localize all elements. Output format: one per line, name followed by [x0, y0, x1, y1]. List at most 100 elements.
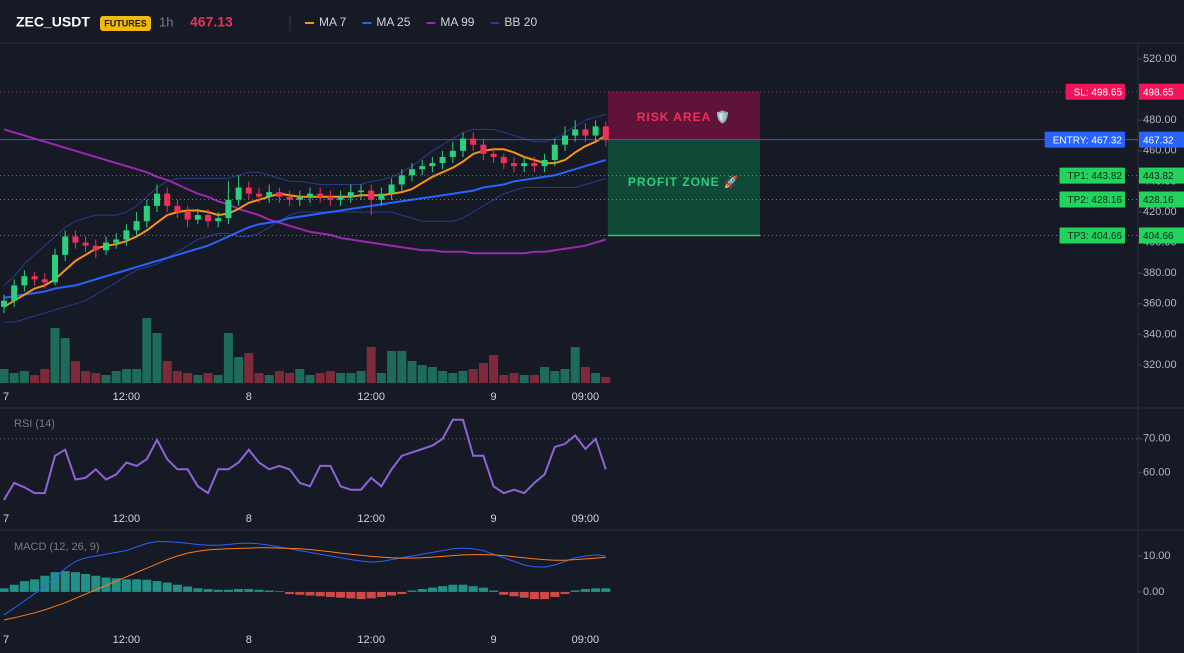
candle-body	[541, 160, 548, 167]
volume-bar	[91, 373, 101, 383]
legend-label: MA 25	[376, 15, 410, 29]
volume-bar	[50, 328, 60, 383]
histogram-bar	[244, 589, 254, 592]
volume-bar	[560, 369, 570, 383]
candle-body	[582, 129, 589, 136]
y-tick-label: 420.00	[1143, 206, 1177, 218]
histogram-bar	[223, 589, 233, 592]
ma-line	[3, 159, 607, 299]
histogram-bar	[152, 581, 162, 592]
candle-body	[154, 193, 160, 206]
volume-bar	[468, 369, 478, 383]
candle-body	[164, 193, 171, 206]
candle-body	[358, 190, 364, 193]
volume-bar	[346, 373, 356, 383]
candle-body	[572, 129, 579, 136]
volume-bar	[519, 375, 529, 383]
candle-body	[337, 196, 344, 200]
level-tag: TP2: 428.16	[1068, 195, 1123, 206]
last-price: 467.13	[190, 14, 233, 30]
candle-body	[409, 169, 415, 176]
candle-body	[602, 126, 609, 141]
histogram-bar	[468, 586, 478, 592]
candle-body	[521, 163, 528, 167]
y-tick-label: 380.00	[1143, 267, 1177, 279]
volume-bar	[529, 375, 539, 383]
x-tick-label: 09:00	[572, 391, 600, 403]
candle-body	[562, 135, 568, 145]
histogram-bar	[376, 591, 386, 597]
level-tag: TP3: 404.66	[1068, 231, 1123, 242]
histogram-bar	[499, 591, 509, 595]
volume-bar	[570, 347, 580, 383]
level-tag: SL: 498.65	[1074, 87, 1123, 98]
volume-bar	[254, 373, 264, 383]
x-tick-label: 9	[491, 513, 497, 525]
candle-body	[184, 212, 191, 220]
histogram-bar	[9, 584, 19, 592]
candle-body	[245, 187, 252, 194]
candle-body	[551, 144, 558, 161]
histogram-bar	[111, 578, 121, 592]
histogram-bar	[81, 573, 91, 592]
y-tick-label: 480.00	[1143, 114, 1177, 126]
candle-body	[531, 163, 538, 167]
candle-body	[21, 276, 28, 286]
level-tag-bg	[1059, 167, 1125, 184]
rsi-line	[3, 418, 607, 501]
histogram-bar	[142, 579, 152, 592]
level-price: 404.66	[1143, 231, 1174, 242]
histogram-bar	[509, 591, 519, 597]
histogram-bar	[550, 591, 560, 597]
histogram-bar	[274, 591, 284, 592]
histogram-bar	[346, 591, 356, 599]
candle-body	[439, 156, 446, 164]
volume-bar	[509, 373, 519, 383]
histogram-bar	[305, 591, 315, 596]
histogram-bar	[254, 589, 264, 592]
level-price-bg	[1139, 167, 1184, 184]
histogram-bar	[91, 575, 101, 592]
interval: 1h	[159, 14, 173, 29]
x-tick-label: 09:00	[572, 513, 600, 525]
candle-body	[388, 184, 395, 194]
x-tick-label: 12:00	[113, 513, 141, 525]
candle-body	[133, 221, 140, 231]
volume-bar	[101, 375, 111, 383]
macd-line	[3, 547, 606, 621]
x-tick-label: 12:00	[357, 391, 385, 403]
frame	[0, 42, 1184, 653]
x-tick-label: 7	[3, 634, 9, 646]
volume-bar	[213, 375, 223, 383]
volume-bar	[376, 373, 386, 383]
volume-bar	[244, 353, 254, 383]
histogram-bar	[519, 591, 529, 598]
macd-line	[3, 541, 606, 616]
histogram-bar	[60, 571, 70, 592]
volume-bar	[142, 318, 152, 383]
volume-bar	[601, 377, 611, 383]
y-tick-label: 320.00	[1143, 359, 1177, 371]
volume-bar	[305, 375, 315, 383]
histogram-bar	[407, 590, 417, 592]
histogram-bar	[193, 588, 203, 592]
candle-body	[1, 300, 7, 307]
candle-body	[194, 215, 201, 220]
histogram-bar	[529, 591, 539, 600]
candle-body	[123, 230, 130, 240]
histogram-bar	[162, 582, 172, 592]
y-tick-label: 340.00	[1143, 328, 1177, 340]
y-tick-label: 10.00	[1143, 550, 1171, 562]
level-price: 467.32	[1143, 135, 1174, 146]
candle-body	[460, 138, 466, 151]
x-tick-label: 09:00	[572, 634, 600, 646]
badge: FUTURES	[104, 18, 147, 28]
ma-line	[3, 128, 607, 255]
risk-zone-label: RISK AREA 🛡️	[637, 110, 731, 124]
volume-bar	[70, 361, 80, 383]
volume-bar	[193, 375, 203, 383]
badge-bg	[100, 16, 151, 31]
y-tick-label: 70.00	[1143, 433, 1171, 445]
candle-body	[52, 254, 58, 283]
candle-body	[286, 196, 293, 200]
